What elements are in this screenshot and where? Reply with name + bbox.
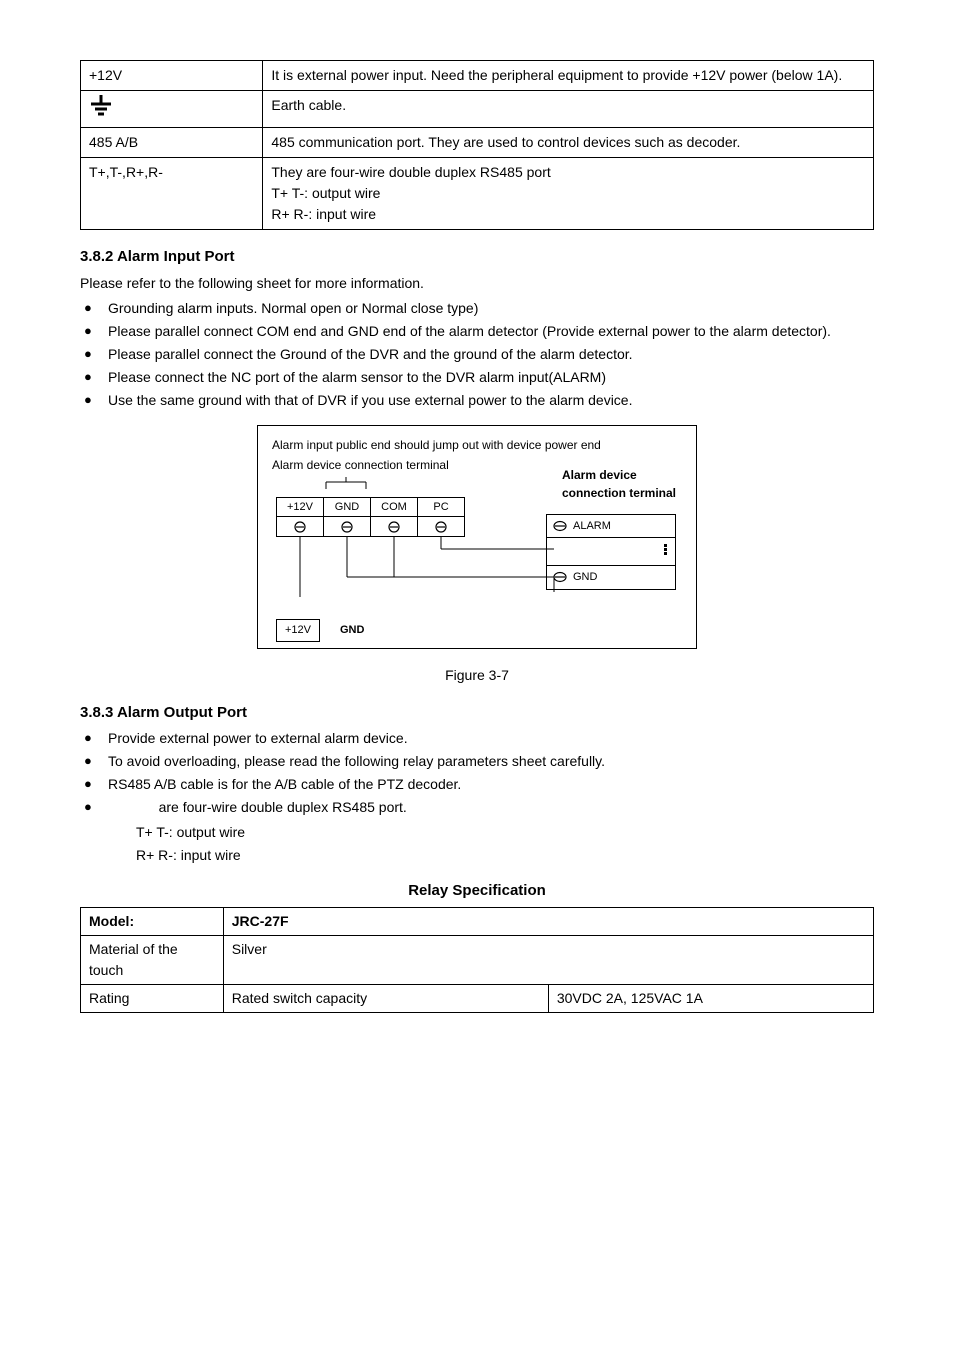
list-item: RS485 A/B cable is for the A/B cable of … <box>80 774 874 795</box>
table-cell-line: R+ R-: input wire <box>271 204 865 225</box>
v12-box: +12V <box>276 619 320 642</box>
table-cell: 30VDC 2A, 125VAC 1A <box>548 984 873 1012</box>
section-heading-382: 3.8.2 Alarm Input Port <box>80 246 874 269</box>
screw-icon <box>417 517 465 537</box>
table-cell: Earth cable. <box>263 91 874 128</box>
table-cell: +12V <box>81 61 263 91</box>
terminal-label: PC <box>417 497 465 518</box>
table-cell: Rating <box>81 984 224 1012</box>
section-heading-383: 3.8.3 Alarm Output Port <box>80 702 874 725</box>
screw-icon <box>553 520 567 532</box>
relay-spec-table: Model: JRC-27F Material of the touch Sil… <box>80 907 874 1013</box>
table-cell-ground <box>81 91 263 128</box>
table-cell: T+,T-,R+,R- <box>81 158 263 230</box>
alarm-diagram: Alarm input public end should jump out w… <box>257 425 697 649</box>
dots-icon <box>663 544 669 556</box>
table-cell: Rated switch capacity <box>223 984 548 1012</box>
alarm-device-box: ALARM GND <box>546 514 676 590</box>
screw-icon <box>323 517 371 537</box>
terminal-label: GND <box>323 497 371 518</box>
table-cell: It is external power input. Need the per… <box>263 61 874 91</box>
table-cell: They are four-wire double duplex RS485 p… <box>263 158 874 230</box>
list-item: are four-wire double duplex RS485 port. <box>80 797 874 818</box>
diagram-device-label: Alarm device connection terminal <box>562 466 676 502</box>
terminal-label: COM <box>370 497 418 518</box>
alarm-mid-row <box>547 538 675 566</box>
list-item: Grounding alarm inputs. Normal open or N… <box>80 298 874 319</box>
table-cell: Material of the touch <box>81 935 224 984</box>
screw-icon <box>370 517 418 537</box>
sub-line: T+ T-: output wire <box>136 822 874 843</box>
bracket-icon <box>276 477 476 491</box>
sub-line: R+ R-: input wire <box>136 845 874 866</box>
diagram-bottom-row: +12V GND <box>276 619 682 642</box>
bullet-list-383: Provide external power to external alarm… <box>80 728 874 818</box>
terminal-label: +12V <box>276 497 324 518</box>
table-cell-line: T+ T-: output wire <box>271 183 865 204</box>
list-item: Please parallel connect COM end and GND … <box>80 321 874 342</box>
diagram-device-label-1: Alarm device <box>562 466 676 484</box>
list-item: Please connect the NC port of the alarm … <box>80 367 874 388</box>
list-item: Please parallel connect the Ground of th… <box>80 344 874 365</box>
list-item: Provide external power to external alarm… <box>80 728 874 749</box>
gnd-row: GND <box>547 566 675 589</box>
section-intro: Please refer to the following sheet for … <box>80 273 874 294</box>
gnd-row-label: GND <box>573 569 597 586</box>
table-cell: 485 communication port. They are used to… <box>263 128 874 158</box>
ground-icon <box>89 95 113 117</box>
table-cell: Silver <box>223 935 873 984</box>
figure-3-7-wrap: Alarm input public end should jump out w… <box>80 425 874 649</box>
port-description-table: +12V It is external power input. Need th… <box>80 60 874 230</box>
screw-icon <box>276 517 324 537</box>
table-cell-line: They are four-wire double duplex RS485 p… <box>271 162 865 183</box>
list-item: To avoid overloading, please read the fo… <box>80 751 874 772</box>
screw-icon <box>553 571 567 583</box>
gnd-bottom-label: GND <box>340 622 364 639</box>
relay-spec-title: Relay Specification <box>80 880 874 903</box>
table-cell: Model: <box>81 907 224 935</box>
bullet-list-382: Grounding alarm inputs. Normal open or N… <box>80 298 874 411</box>
table-cell: 485 A/B <box>81 128 263 158</box>
diagram-device-label-2: connection terminal <box>562 484 676 502</box>
diagram-top-label-1: Alarm input public end should jump out w… <box>272 436 682 454</box>
figure-caption: Figure 3-7 <box>80 665 874 686</box>
alarm-row-label: ALARM <box>573 518 611 535</box>
alarm-row: ALARM <box>547 515 675 539</box>
list-item: Use the same ground with that of DVR if … <box>80 390 874 411</box>
table-cell: JRC-27F <box>223 907 873 935</box>
